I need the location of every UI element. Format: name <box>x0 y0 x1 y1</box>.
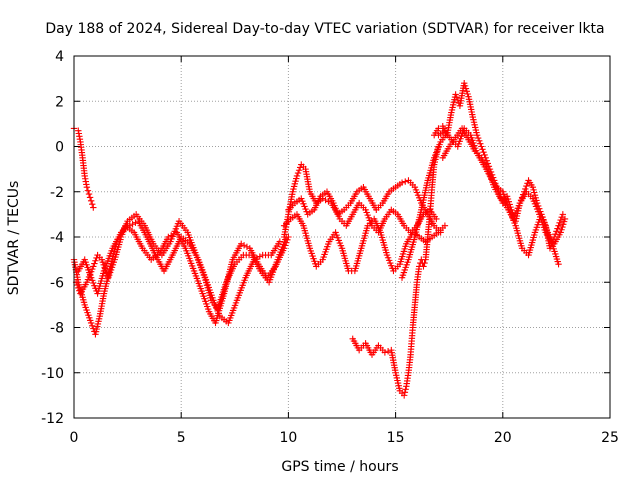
data-point-fill <box>296 164 304 171</box>
data-point <box>276 238 284 245</box>
y-axis-label: SDTVAR / TECUs <box>6 181 22 296</box>
data-point <box>165 233 172 241</box>
y-tick-label: -2 <box>50 185 64 201</box>
data-point-fill <box>480 148 487 156</box>
data-point <box>293 172 301 180</box>
data-point <box>478 143 485 150</box>
data-point-fill <box>462 85 470 92</box>
data-point <box>420 263 427 270</box>
data-point-fill <box>556 219 563 227</box>
data-point <box>250 256 258 263</box>
data-point <box>561 215 569 223</box>
data-point <box>557 229 564 236</box>
data-point <box>559 211 567 218</box>
y-tick-label: -4 <box>50 230 64 246</box>
data-point-fill <box>402 386 409 393</box>
data-point-fill <box>322 196 329 204</box>
data-point-fill <box>453 94 460 101</box>
data-point-fill <box>554 225 561 232</box>
data-point <box>87 197 95 204</box>
data-point-fill <box>559 223 566 231</box>
data-point-fill <box>84 187 92 194</box>
data-point-fill <box>558 214 565 221</box>
y-tick-label: -12 <box>41 411 64 427</box>
data-point-fill <box>243 243 251 251</box>
chart-title: Day 188 of 2024, Sidereal Day-to-day VTE… <box>45 21 604 37</box>
data-point-fill <box>552 230 559 238</box>
x-tick-label: 5 <box>177 430 186 446</box>
data-point-fill <box>474 134 482 142</box>
data-point <box>126 222 133 229</box>
data-point-fill <box>91 260 98 267</box>
data-point-fill <box>421 259 428 267</box>
data-point-fill <box>253 254 261 262</box>
data-point-fill <box>477 140 484 147</box>
data-point <box>90 204 97 211</box>
x-tick-label: 0 <box>70 430 79 446</box>
data-point-fill <box>479 146 486 153</box>
data-point <box>435 125 442 132</box>
data-point-fill <box>463 88 470 95</box>
data-point-fill <box>74 281 81 289</box>
x-tick-label: 10 <box>279 430 297 446</box>
data-point-fill <box>89 200 96 208</box>
data-point-fill <box>461 82 469 90</box>
data-point <box>238 240 245 247</box>
data-point <box>452 91 459 98</box>
data-point <box>400 392 408 399</box>
data-point-fill <box>92 257 99 264</box>
data-point <box>473 131 481 139</box>
data-point <box>441 222 449 229</box>
tick-labels: 0 5 10 15 20 25 -12 -10 -8 -6 -4 -2 0 2 4 <box>41 49 619 446</box>
data-point-fill <box>129 220 136 228</box>
data-point-fill <box>132 219 139 226</box>
data-point-fill <box>86 194 94 201</box>
data-point <box>555 260 562 268</box>
data-point-fill <box>558 226 565 233</box>
data-point <box>87 319 95 327</box>
y-tick-label: 2 <box>55 94 64 110</box>
y-tick-label: 0 <box>55 140 64 156</box>
data-point <box>443 129 451 137</box>
y-tick-label: -6 <box>50 275 64 291</box>
x-tick-label: 25 <box>601 430 619 446</box>
data-point-fill <box>523 182 530 190</box>
data-point-fill <box>557 216 564 224</box>
data-point-fill <box>75 284 82 292</box>
data-point-fill <box>481 151 488 159</box>
data-point-fill <box>553 228 560 235</box>
data-point-fill <box>464 90 471 98</box>
x-tick-label: 15 <box>387 430 405 446</box>
data-point-fill <box>256 253 264 260</box>
data-point <box>381 349 389 356</box>
data-point-fill <box>384 348 392 355</box>
data-point-fill <box>294 169 302 177</box>
data-point <box>90 263 97 270</box>
plot-frame <box>73 55 611 419</box>
data-point <box>433 215 440 223</box>
data-point <box>555 222 562 229</box>
data-point-fill <box>401 389 409 396</box>
x-tick-label: 20 <box>494 430 512 446</box>
data-point-fill <box>295 167 303 174</box>
x-axis-label: GPS time / hours <box>281 459 398 475</box>
data-point-fill <box>560 218 568 225</box>
data-point-fill <box>93 254 100 262</box>
data-point <box>398 179 406 186</box>
y-tick-label: -10 <box>41 366 64 382</box>
data-point-fill <box>476 137 483 145</box>
data-points <box>70 79 569 399</box>
data-point-fill <box>402 178 409 185</box>
data-point-fill <box>560 221 567 228</box>
data-point <box>83 184 91 191</box>
data-point-fill <box>240 242 248 249</box>
data-point-fill <box>89 322 96 330</box>
data-point <box>85 190 93 198</box>
data-point <box>461 79 468 87</box>
y-tick-label: 4 <box>55 49 64 65</box>
y-tick-label: -8 <box>50 321 64 337</box>
